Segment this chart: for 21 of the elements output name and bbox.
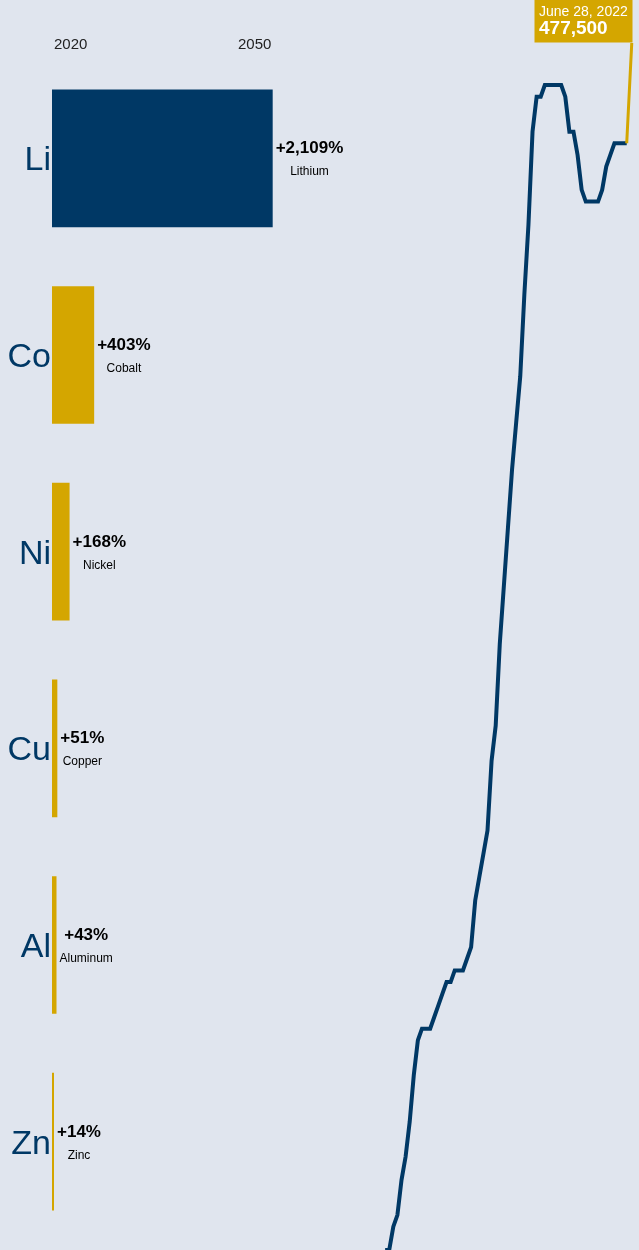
data-label: +168% Nickel	[72, 531, 126, 572]
text: June 28, 2022	[539, 3, 628, 19]
text: 2050	[238, 35, 272, 52]
text: 2020	[54, 35, 88, 52]
text: 477,500	[539, 17, 608, 39]
y-tick-label: Zn	[11, 1122, 51, 1161]
y-tick-label: Al	[20, 925, 51, 964]
data-label: +14% Zinc	[57, 1121, 101, 1162]
bar	[52, 89, 273, 228]
data-label: +51% Copper	[60, 728, 105, 769]
bar	[52, 679, 58, 818]
data-label: +2,109% Lithium	[275, 138, 344, 179]
y-tick-label: Li	[24, 139, 51, 178]
bar	[52, 482, 70, 621]
y-tick-label: Cu	[7, 729, 51, 768]
y-tick-label: Ni	[18, 532, 51, 571]
data-label: +43% Aluminum	[59, 924, 113, 966]
bar	[52, 876, 57, 1014]
y-tick-label: Co	[7, 335, 51, 374]
data-label: +403% Cobalt	[97, 334, 151, 376]
bar	[52, 286, 95, 424]
